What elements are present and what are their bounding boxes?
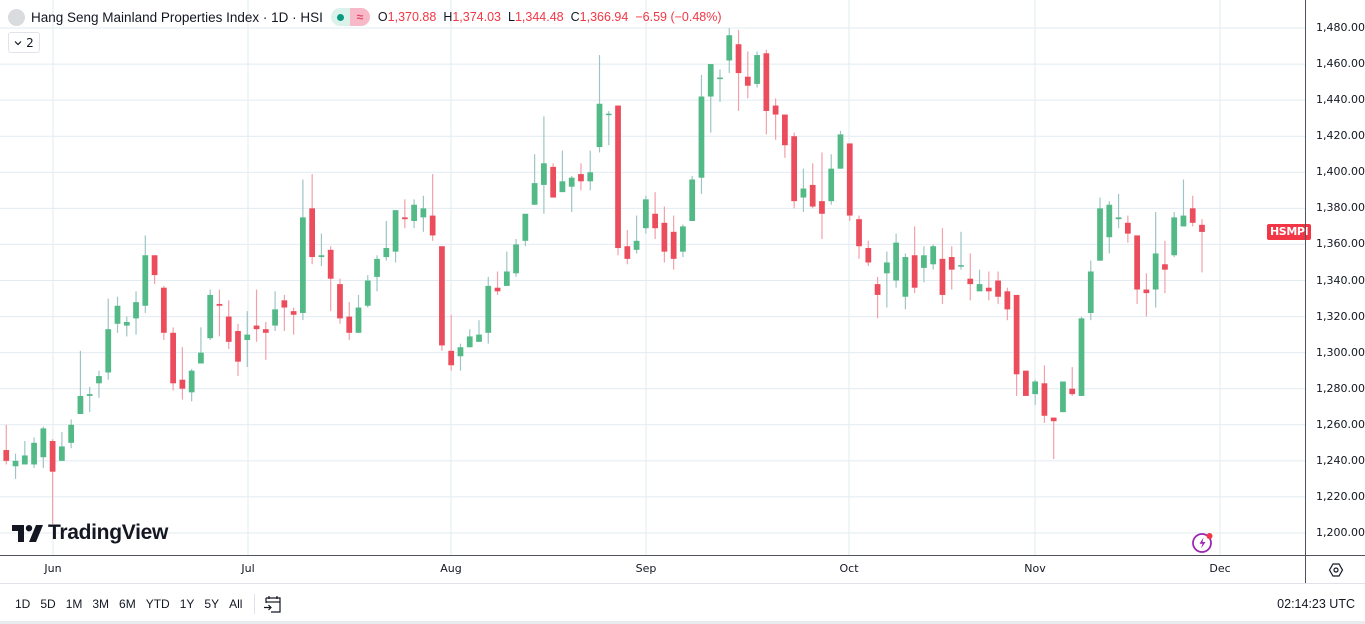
open-value: 1,370.88 — [387, 10, 437, 24]
range-5d-button[interactable]: 5D — [40, 596, 56, 611]
close-key: C — [570, 10, 580, 24]
candlestick-plot[interactable] — [0, 0, 1305, 555]
bottom-toolbar: 1D 5D 1M 3M 6M YTD 1Y 5Y All 02:14:23 UT… — [0, 583, 1365, 623]
price-axis-label: 1,220.00 — [1316, 489, 1365, 503]
range-5y-button[interactable]: 5Y — [204, 596, 220, 611]
price-axis-label: 1,320.00 — [1316, 309, 1365, 323]
chart-settings-button[interactable] — [1305, 555, 1365, 583]
close-value: 1,366.94 — [579, 10, 629, 24]
toolbar-divider — [254, 593, 256, 614]
symbol-title[interactable]: Hang Seng Mainland Properties Index · 1D… — [31, 9, 323, 25]
gear-hexagon-icon — [1328, 562, 1344, 577]
time-axis[interactable]: Jun Jul Aug Sep Oct Nov Dec — [0, 555, 1305, 583]
approx-icon[interactable]: ≈ — [349, 8, 370, 26]
chevron-down-icon — [14, 40, 22, 45]
tradingview-mark-icon — [12, 524, 43, 542]
change-value: −6.59 (−0.48%) — [635, 10, 722, 24]
price-axis-label: 1,380.00 — [1316, 201, 1365, 215]
market-open-dot-icon[interactable] — [330, 8, 350, 26]
price-axis-label: 1,460.00 — [1316, 57, 1365, 71]
time-axis-label: Oct — [839, 562, 859, 575]
open-key: O — [377, 10, 388, 24]
high-value: 1,374.03 — [452, 10, 502, 24]
range-1m-button[interactable]: 1M — [65, 596, 83, 611]
price-axis-label: 1,260.00 — [1316, 417, 1365, 431]
time-axis-label: Jul — [241, 562, 255, 575]
low-key: L — [508, 10, 515, 24]
time-axis-label: Nov — [1024, 562, 1046, 575]
price-axis-label: 1,280.00 — [1316, 381, 1365, 395]
tradingview-wordmark: TradingView — [48, 521, 169, 544]
price-axis-label: 1,340.00 — [1316, 273, 1365, 287]
price-axis-label: 1,440.00 — [1316, 93, 1365, 107]
price-axis-label: 1,480.00 — [1316, 21, 1365, 34]
utc-clock[interactable]: 02:14:23 UTC — [1277, 596, 1355, 611]
time-axis-label: Aug — [440, 562, 462, 575]
range-1d-button[interactable]: 1D — [15, 596, 31, 611]
bottom-edge — [0, 621, 1365, 624]
time-axis-label: Jun — [44, 562, 62, 575]
time-axis-label: Sep — [635, 562, 657, 575]
range-1y-button[interactable]: 1Y — [179, 596, 195, 611]
status-pill[interactable]: ≈ — [330, 8, 370, 26]
range-3m-button[interactable]: 3M — [92, 596, 110, 611]
symbol-logo-icon — [8, 8, 25, 26]
collapse-indicators-button[interactable]: 2 — [8, 32, 40, 53]
candles — [3, 28, 1205, 524]
time-axis-label: Dec — [1209, 562, 1231, 575]
grid-lines — [0, 0, 1305, 555]
range-ytd-button[interactable]: YTD — [145, 596, 170, 611]
series-legend: Hang Seng Mainland Properties Index · 1D… — [8, 7, 722, 27]
price-axis-label: 1,240.00 — [1316, 453, 1365, 467]
range-6m-button[interactable]: 6M — [119, 596, 136, 611]
price-axis-label: 1,420.00 — [1316, 129, 1365, 143]
date-range-buttons: 1D 5D 1M 3M 6M YTD 1Y 5Y All — [0, 593, 283, 614]
price-axis-label: 1,360.00 — [1316, 237, 1365, 251]
last-price-symbol-tag[interactable]: HSMPI — [1267, 223, 1312, 240]
lightning-alert-icon[interactable] — [1191, 531, 1215, 555]
range-all-button[interactable]: All — [229, 596, 243, 611]
calendar-goto-icon[interactable] — [263, 595, 283, 613]
indicator-count: 2 — [26, 35, 34, 50]
high-key: H — [443, 10, 453, 24]
price-axis-label: 1,300.00 — [1316, 345, 1365, 359]
price-axis-label: 1,200.00 — [1316, 526, 1365, 539]
chart-pane[interactable]: Hang Seng Mainland Properties Index · 1D… — [0, 0, 1312, 555]
price-axis-label: 1,400.00 — [1316, 165, 1365, 179]
tradingview-logo[interactable]: TradingView — [12, 521, 168, 545]
ohlc-values: O1,370.88 H1,374.03 L1,344.48 C1,366.94 … — [378, 10, 722, 24]
low-value: 1,344.48 — [514, 10, 564, 24]
price-axis[interactable]: 1,480.00 1,460.00 1,440.00 1,420.00 1,400.00… — [1305, 0, 1365, 555]
